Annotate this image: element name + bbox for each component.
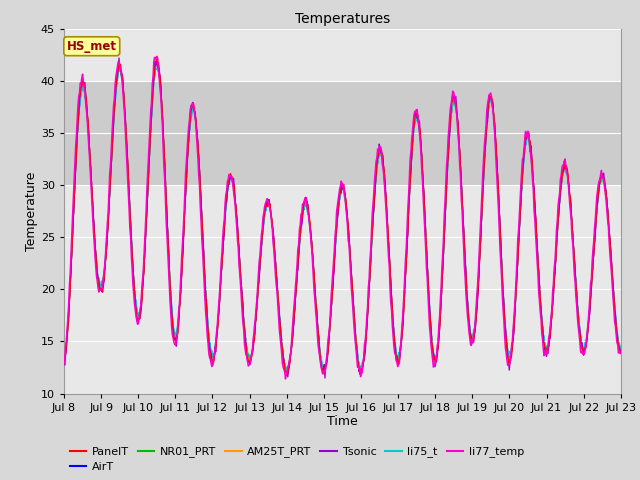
Text: HS_met: HS_met [67,40,116,53]
Y-axis label: Temperature: Temperature [25,171,38,251]
X-axis label: Time: Time [327,415,358,429]
Title: Temperatures: Temperatures [295,12,390,26]
Bar [64,81,621,185]
Legend: PanelT, AirT, NR01_PRT, AM25T_PRT, Tsonic, li75_t, li77_temp: PanelT, AirT, NR01_PRT, AM25T_PRT, Tsoni… [70,446,524,472]
